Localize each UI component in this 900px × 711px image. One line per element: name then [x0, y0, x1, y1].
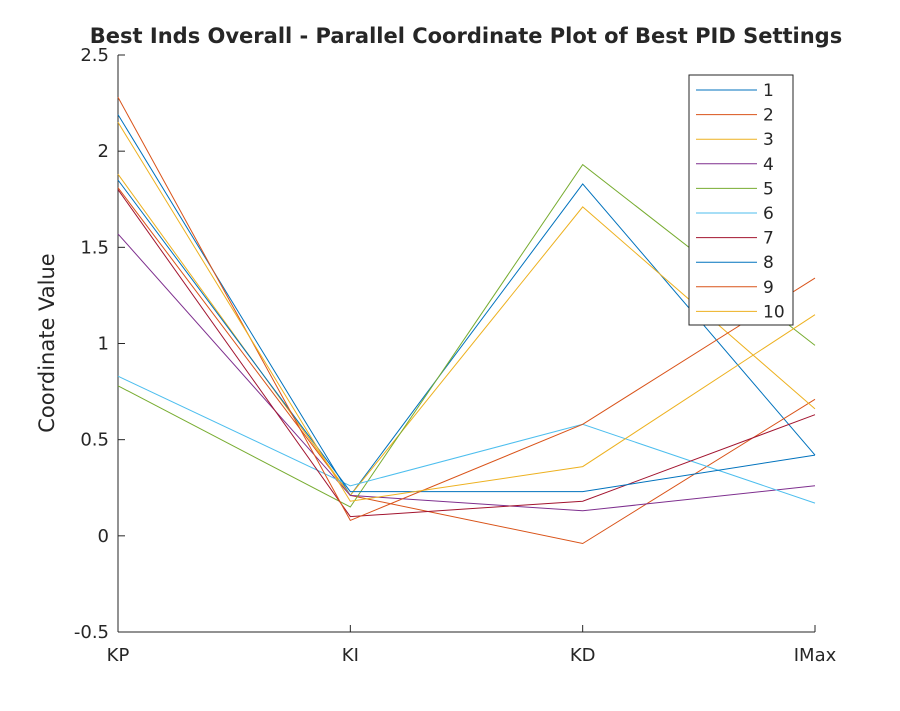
legend-entry: 4	[763, 155, 774, 175]
series-line-7	[117, 189, 816, 518]
legend-entry: 9	[763, 278, 774, 298]
series-line-10	[117, 122, 816, 502]
y-tick-label: 2.5	[80, 45, 109, 66]
legend-entry: 2	[763, 106, 774, 126]
x-tick-label: KP	[107, 645, 130, 666]
legend-entry: 3	[763, 130, 774, 150]
chart-title: Best Inds Overall - Parallel Coordinate …	[90, 24, 842, 48]
y-tick-label: 0	[98, 526, 109, 547]
legend-entry: 5	[763, 179, 774, 199]
legend: 1 2 3 4 5 6 7 8 9 10	[688, 74, 794, 326]
y-tick-label: 0.5	[80, 430, 109, 451]
y-tick-label: 2	[98, 141, 109, 162]
x-tick-label: KD	[570, 645, 596, 666]
legend-entry: 1	[763, 81, 774, 101]
series-line-2	[117, 187, 816, 545]
y-tick-label: -0.5	[74, 622, 109, 643]
x-tick-label: IMax	[794, 645, 837, 666]
legend-entry: 8	[763, 253, 774, 273]
y-axis-label: Coordinate Value	[35, 253, 59, 432]
series-line-8	[117, 179, 816, 493]
y-tick-label: 1	[98, 334, 109, 355]
series-line-6	[117, 375, 816, 504]
y-tick-label: 1.5	[80, 237, 109, 258]
legend-entry: 10	[763, 302, 785, 322]
series-line-9	[117, 97, 816, 522]
legend-entry: 6	[763, 204, 774, 224]
legend-entry: 7	[763, 229, 774, 249]
axes: -0.5 0 0.5 1 1.5 2 2.5 KP KI KD IMax	[74, 45, 837, 666]
x-tick-label: KI	[342, 645, 359, 666]
legend-box	[688, 74, 794, 326]
series-line-4	[117, 233, 816, 512]
